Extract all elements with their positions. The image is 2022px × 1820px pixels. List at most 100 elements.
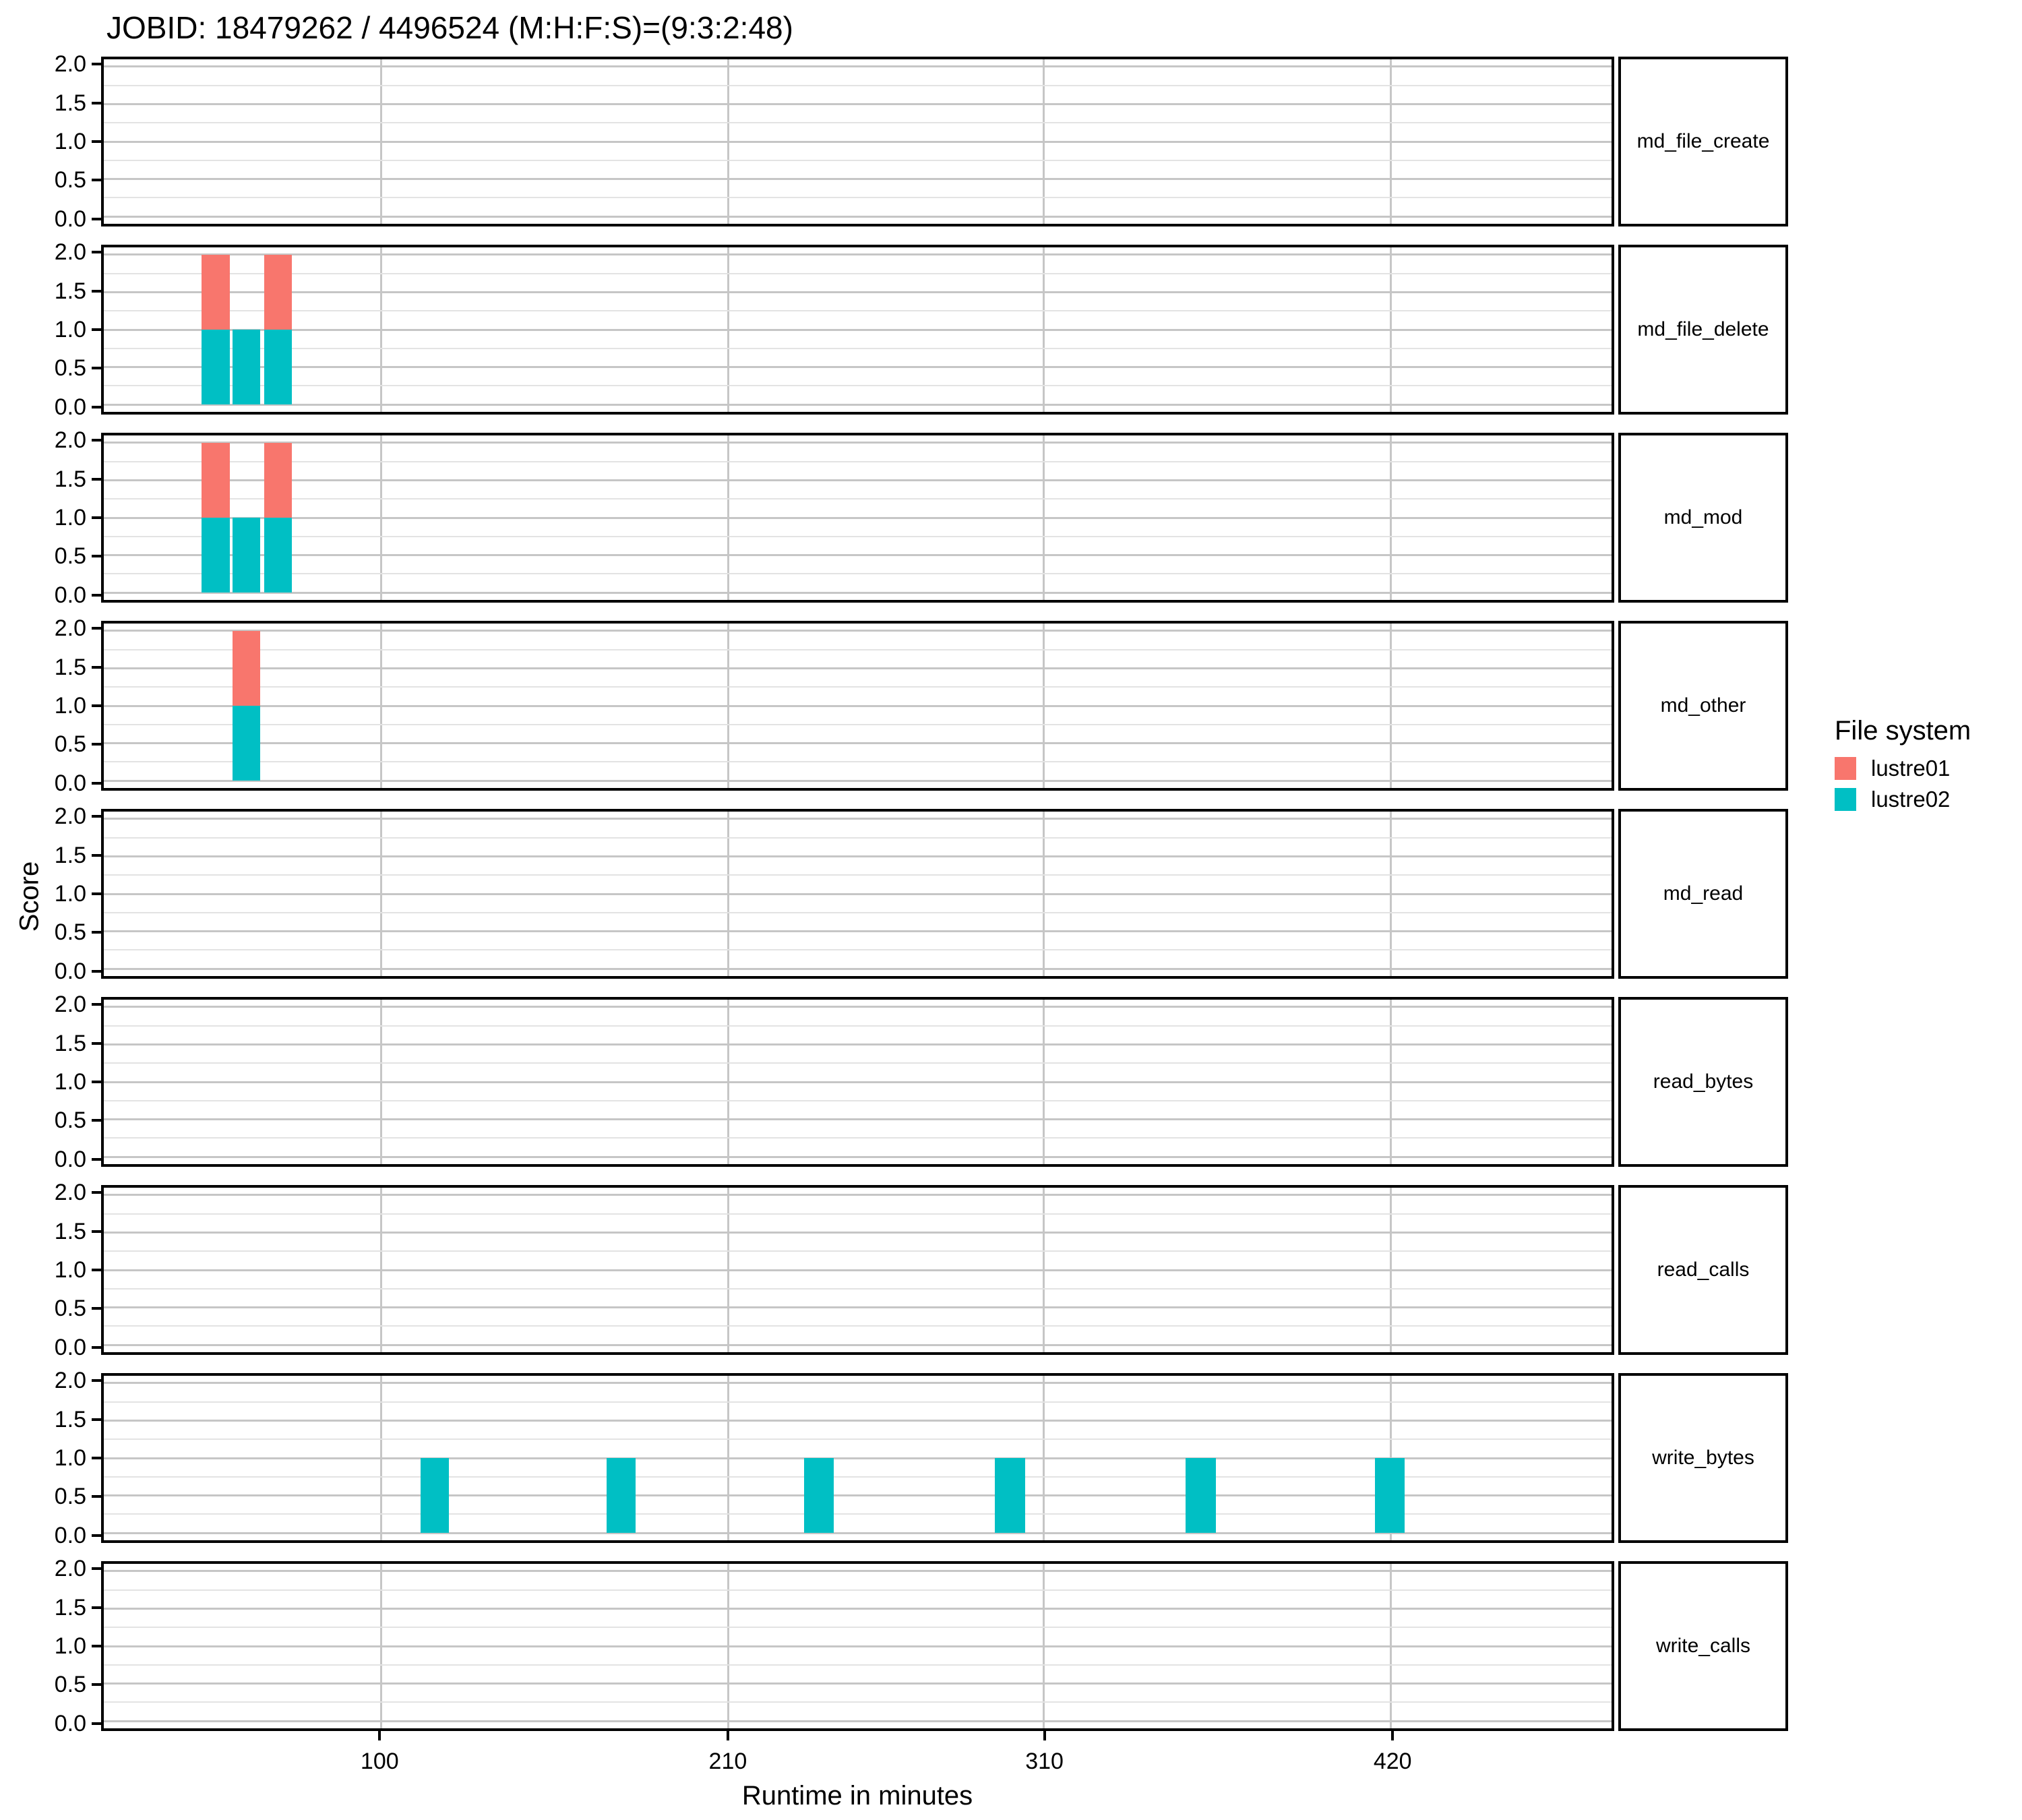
y-tick-mark: [92, 931, 101, 934]
y-tick-mark: [92, 743, 101, 746]
y-tick-label: 1.5: [54, 90, 86, 116]
y-tick-label: 0.5: [54, 167, 86, 193]
gridline-minor: [104, 460, 1612, 462]
y-tick-mark: [92, 1003, 101, 1006]
bar-md_file_delete-lustre02: [202, 330, 231, 405]
y-tick-label: 1.5: [54, 654, 86, 680]
gridline-minor: [104, 498, 1612, 500]
y-tick-mark: [92, 63, 101, 66]
gridline-minor: [104, 723, 1612, 725]
gridline-major: [104, 1343, 1612, 1346]
y-tick-label: 1.0: [54, 505, 86, 530]
gridline-major: [104, 1457, 1612, 1459]
gridline-major: [104, 554, 1612, 556]
y-tick-mark: [92, 1645, 101, 1647]
y-tick-mark: [92, 1230, 101, 1233]
gridline-major: [104, 1645, 1612, 1647]
gridline-minor: [104, 1589, 1612, 1591]
gridline-major: [104, 930, 1612, 932]
y-tick-label: 2.0: [54, 992, 86, 1018]
gridline-major: [104, 1269, 1612, 1271]
gridline-major: [104, 1607, 1612, 1610]
y-tick-mark: [92, 969, 101, 973]
gridline-minor: [104, 874, 1612, 876]
y-tick-mark: [92, 1495, 101, 1498]
y-tick-label: 1.0: [54, 1069, 86, 1095]
facet-strip-label: read_bytes: [1653, 1070, 1754, 1093]
y-tick-mark: [92, 1119, 101, 1122]
y-tick-label: 1.0: [54, 317, 86, 342]
facet-panel-write_calls: [101, 1561, 1614, 1731]
gridline-major: [104, 291, 1612, 293]
gridline-major: [104, 667, 1612, 669]
y-tick-mark: [92, 289, 101, 293]
y-tick-label: 0.0: [54, 1522, 86, 1548]
gridline-major: [104, 215, 1612, 218]
y-tick-mark: [92, 367, 101, 370]
bar-write_bytes-lustre02: [1375, 1458, 1405, 1534]
gridline-major: [104, 1043, 1612, 1045]
bar-md_other-lustre02: [233, 706, 261, 781]
legend-swatch-lustre01: [1835, 757, 1856, 780]
facet-strip-label: md_other: [1660, 694, 1746, 717]
y-tick-mark: [92, 815, 101, 818]
y-tick-label: 2.0: [54, 1556, 86, 1582]
gridline-minor: [104, 1287, 1612, 1290]
y-tick-mark: [92, 1534, 101, 1537]
y-tick-mark: [92, 1269, 101, 1271]
y-tick-label: 1.5: [54, 842, 86, 868]
facet-strip-md_file_delete: md_file_delete: [1618, 245, 1788, 415]
gridline-major: [104, 892, 1612, 895]
bar-md_mod-lustre01: [264, 442, 293, 518]
y-tick-label: 2.0: [54, 615, 86, 642]
gridline-major: [104, 818, 1612, 820]
gridline-major: [104, 65, 1612, 68]
gridline-major: [104, 403, 1612, 406]
legend: File system lustre01 lustre02: [1835, 716, 1971, 818]
gridline-minor: [104, 1664, 1612, 1666]
gridline-major: [104, 366, 1612, 368]
facet-strip-label: write_bytes: [1652, 1447, 1754, 1469]
gridline-major: [104, 779, 1612, 782]
y-tick-label: 0.0: [54, 770, 86, 796]
legend-items: lustre01 lustre02: [1835, 756, 1971, 812]
y-tick-mark: [92, 555, 101, 558]
bar-md_mod-lustre01: [202, 442, 231, 518]
facet-panel-md_file_create: [101, 57, 1614, 226]
gridline-minor: [104, 761, 1612, 763]
gridline-minor: [104, 686, 1612, 688]
bar-write_bytes-lustre02: [607, 1458, 636, 1534]
gridline-major: [104, 1118, 1612, 1120]
y-tick-label: 1.5: [54, 278, 86, 304]
facet-panel-md_other: [101, 621, 1614, 791]
gridline-minor: [104, 1250, 1612, 1252]
facet-strip-label: md_mod: [1663, 506, 1743, 528]
y-tick-label: 1.0: [54, 1257, 86, 1283]
y-tick-mark: [92, 217, 101, 220]
facet-strip-md_mod: md_mod: [1618, 433, 1788, 603]
gridline-major: [104, 855, 1612, 857]
gridline-minor: [104, 1213, 1612, 1215]
y-tick-label: 0.0: [54, 1710, 86, 1736]
legend-swatch-lustre02: [1835, 788, 1856, 811]
gridline-major: [104, 591, 1612, 594]
y-tick-label: 2.0: [54, 803, 86, 830]
gridline-major: [104, 516, 1612, 519]
y-tick-mark: [92, 593, 101, 597]
facet-panel-md_read: [101, 809, 1614, 979]
facet-strip-read_calls: read_calls: [1618, 1185, 1788, 1355]
gridline-major: [104, 442, 1612, 444]
y-tick-mark: [92, 251, 101, 254]
gridline-minor: [104, 1627, 1612, 1629]
bar-md_file_delete-lustre02: [233, 330, 261, 405]
gridline-minor: [104, 535, 1612, 537]
y-tick-mark: [92, 140, 101, 143]
y-tick-label: 1.5: [54, 1030, 86, 1056]
facet-panel-read_calls: [101, 1185, 1614, 1355]
y-tick-label: 0.0: [54, 206, 86, 232]
y-tick-mark: [92, 1418, 101, 1421]
x-tick-label: 420: [1373, 1749, 1412, 1774]
bar-md_file_delete-lustre01: [264, 254, 293, 330]
y-tick-label: 0.0: [54, 394, 86, 420]
